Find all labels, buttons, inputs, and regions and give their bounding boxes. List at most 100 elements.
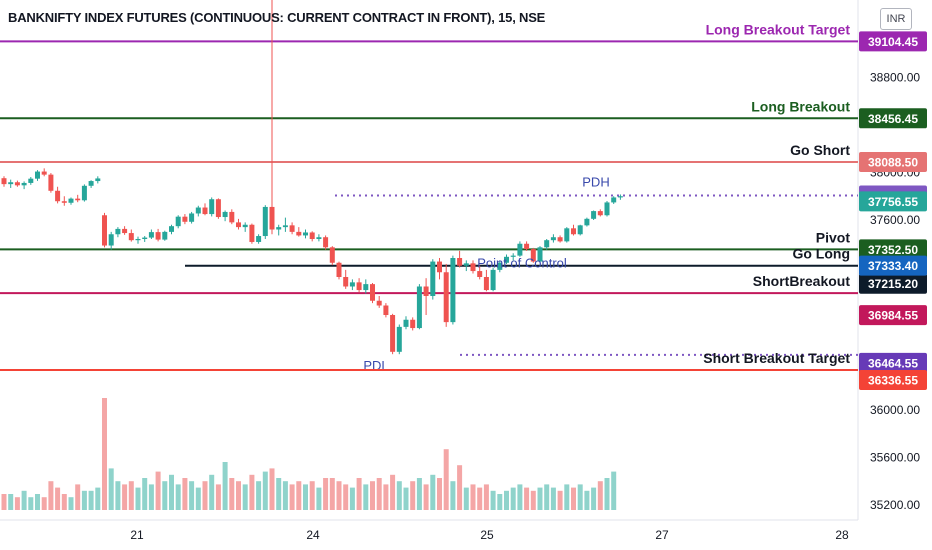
volume-bar — [21, 490, 27, 510]
volume-bar — [195, 487, 201, 510]
candle-body — [88, 181, 94, 186]
volume-bar — [209, 474, 215, 510]
price-tag-label: 37756.55 — [868, 195, 918, 209]
candle-body — [303, 232, 308, 236]
volume-bar — [175, 484, 181, 510]
volume-bar — [571, 487, 576, 510]
candle-body — [343, 277, 349, 287]
volume-bar — [236, 481, 241, 510]
level-label: Pivot — [816, 229, 851, 245]
candle-body — [524, 243, 530, 250]
volume-bar — [510, 487, 516, 510]
volume-bar — [316, 487, 322, 510]
volume-bar — [289, 484, 295, 510]
level-label: PDH — [582, 174, 609, 189]
volume-bar — [557, 490, 563, 510]
volume-bar — [202, 481, 208, 510]
candle-body — [510, 255, 516, 257]
volume-bar — [611, 471, 617, 510]
volume-bar — [349, 487, 355, 510]
candle-body — [162, 231, 168, 240]
candle-body — [276, 227, 282, 230]
candle-body — [14, 182, 20, 186]
price-tag — [859, 273, 927, 294]
candle-body — [370, 284, 375, 301]
candle-body — [571, 228, 576, 235]
price-tag — [859, 191, 927, 212]
candle-body — [155, 232, 161, 240]
candle-body — [249, 224, 255, 242]
candle-body — [236, 222, 241, 228]
candle-body — [256, 236, 262, 242]
candle-body — [296, 231, 302, 236]
candle-body — [28, 178, 34, 183]
candle-body — [108, 234, 114, 246]
volume-bar — [128, 481, 134, 510]
candle-body — [611, 197, 617, 203]
candle-body — [195, 207, 201, 214]
volume-bar — [169, 474, 174, 510]
volume-bar — [450, 481, 456, 510]
volume-bar — [430, 474, 436, 510]
candle-body — [41, 171, 47, 175]
volume-bar — [423, 484, 429, 510]
volume-bar — [497, 494, 503, 510]
candle-body — [383, 305, 389, 315]
price-tag-label: 38456.45 — [868, 112, 918, 126]
candle-body — [363, 284, 369, 291]
price-tag-label: 37333.40 — [868, 259, 918, 273]
volume-bar — [323, 478, 329, 510]
volume-bar — [102, 398, 107, 510]
volume-bar — [155, 471, 161, 510]
candle-body — [102, 215, 107, 246]
candle-body — [68, 198, 74, 203]
volume-bar — [81, 490, 87, 510]
price-tag — [859, 31, 927, 52]
price-tag-label: 37352.50 — [868, 243, 918, 257]
candle-body — [142, 237, 148, 239]
candle-body — [222, 211, 228, 218]
price-tag — [859, 352, 927, 373]
candle-body — [1, 178, 7, 185]
volume-bar — [370, 481, 375, 510]
volume-bar — [309, 481, 315, 510]
candle-body — [182, 216, 188, 222]
volume-bar — [544, 484, 550, 510]
x-tick-label: 24 — [306, 528, 320, 542]
annotation-label: Point of Control — [477, 256, 567, 271]
volume-bar — [256, 481, 262, 510]
volume-bar — [14, 497, 20, 510]
volume-bar — [443, 449, 449, 510]
candle-body — [544, 240, 550, 248]
candle-body — [490, 269, 496, 291]
candle-body — [282, 225, 288, 228]
volume-bar — [222, 462, 228, 510]
volume-bar — [376, 478, 382, 510]
volume-bar — [403, 487, 409, 510]
volume-bar — [242, 484, 248, 510]
candle-body — [229, 211, 235, 223]
candle-body — [289, 225, 295, 232]
price-tag-label: 36464.55 — [868, 356, 918, 370]
candle-body — [497, 262, 503, 270]
price-tag — [859, 305, 927, 326]
candle-body — [584, 218, 590, 226]
volume-bar — [336, 481, 342, 510]
volume-bar — [457, 465, 463, 510]
volume-bar — [215, 484, 221, 510]
candle-body — [135, 239, 141, 241]
candle-body — [128, 233, 134, 241]
candle-body — [390, 315, 396, 352]
volume-bar — [182, 478, 188, 510]
currency-selector[interactable]: INR — [880, 8, 912, 30]
level-label: Go Short — [790, 142, 850, 158]
volume-bar — [148, 484, 154, 510]
volume-bar — [564, 484, 570, 510]
volume-bar — [303, 484, 308, 510]
volume-bar — [48, 481, 54, 510]
price-tag-label: 39104.45 — [868, 35, 918, 49]
level-label: Short Breakout Target — [703, 350, 850, 366]
